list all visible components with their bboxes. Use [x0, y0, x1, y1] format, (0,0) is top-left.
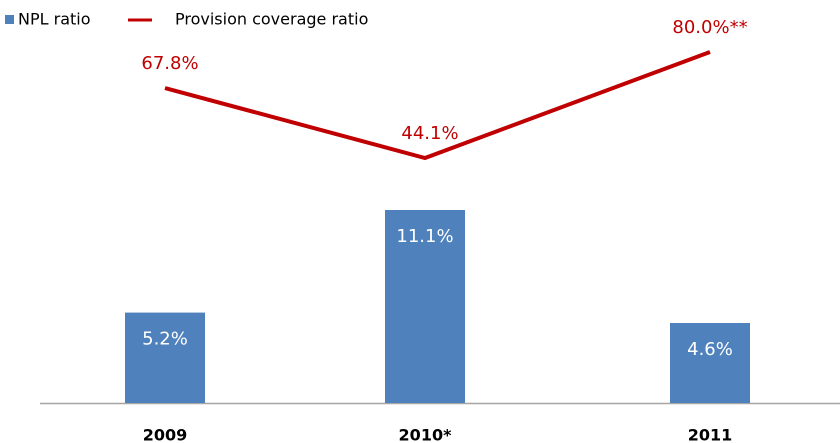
legend-label: NPL ratio	[18, 10, 91, 29]
data-label: 4.6%	[687, 339, 733, 360]
legend-swatch	[5, 15, 14, 24]
bar	[125, 312, 205, 403]
line	[164, 50, 711, 161]
x-tick-label: 2011	[688, 426, 733, 443]
data-label: 5.2%	[142, 329, 188, 350]
bar	[670, 323, 750, 403]
data-label: 44.1%	[401, 123, 458, 144]
x-tick-label: 2010*	[399, 426, 453, 443]
data-label: 67.8%	[141, 53, 198, 74]
legend-label: Provision coverage ratio	[175, 10, 368, 29]
data-label: 80.0%**	[672, 17, 747, 38]
data-label: 11.1%	[396, 226, 453, 247]
x-tick-label: 2009	[143, 426, 188, 443]
bar	[385, 210, 465, 403]
